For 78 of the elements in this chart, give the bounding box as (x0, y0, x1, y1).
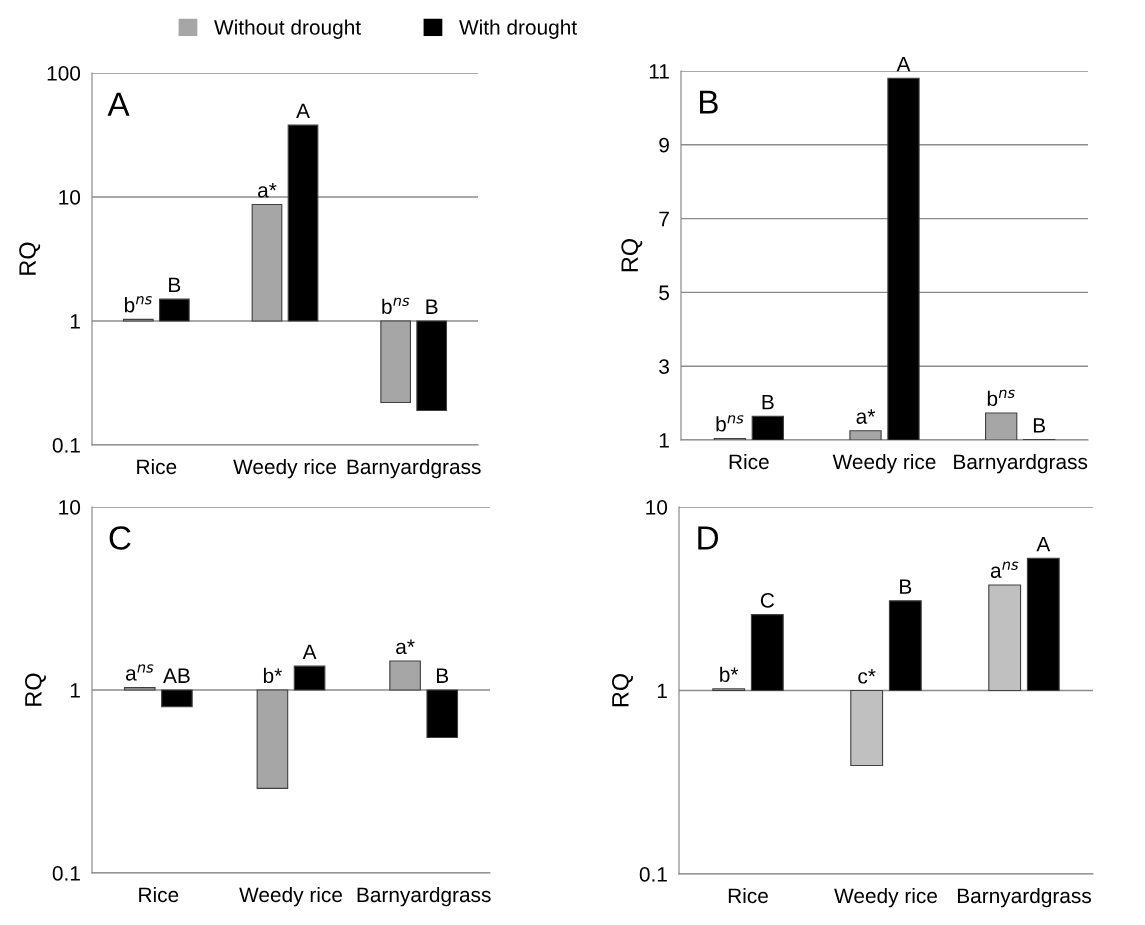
y-tick-label: 7 (659, 211, 669, 227)
data-label: A (296, 103, 310, 119)
y-tick-label: 1 (70, 314, 80, 329)
bar (888, 600, 922, 692)
bar (426, 689, 459, 739)
data-label: c* (858, 669, 876, 684)
data-label: A (302, 644, 317, 660)
data-label: B (426, 299, 438, 314)
bar (850, 689, 884, 767)
bar (750, 614, 784, 692)
bar (123, 687, 156, 691)
legend-label: With drought (459, 19, 577, 39)
bar (988, 584, 1022, 692)
chart-title: A (107, 92, 130, 116)
data-label: b$^{ns}$ (987, 389, 1015, 407)
data-label: AB (163, 668, 190, 683)
chart-title: B (700, 90, 718, 114)
data-label: A (896, 56, 911, 72)
x-tick-label: Barnyardgrass (347, 458, 481, 479)
data-label: a$^{ns}$ (125, 664, 154, 681)
y-tick-label: 5 (659, 285, 670, 301)
data-label: B (1033, 418, 1046, 433)
data-label: B (900, 579, 912, 594)
data-label: b$^{ns}$ (716, 415, 744, 432)
x-tick-label: Weedy rice (233, 458, 336, 479)
chart-title: C (109, 526, 131, 550)
x-tick-label: Rice (139, 886, 179, 903)
y-tick-label: 10 (646, 500, 668, 515)
y-tick-label: 1 (657, 683, 667, 699)
y-tick-label: 1 (70, 683, 80, 698)
data-label: a$^{ns}$ (990, 561, 1019, 578)
chart-title: D (698, 526, 719, 550)
data-label: b$^{ns}$ (124, 296, 152, 313)
y-tick-label: 1 (659, 433, 669, 448)
data-label: b* (263, 667, 282, 684)
y-axis-title: RQ (24, 673, 46, 706)
bar (161, 689, 193, 708)
legend-label: Without drought (214, 19, 361, 39)
bar (287, 124, 319, 322)
y-tick-label: 0.1 (639, 867, 667, 882)
x-tick-label: Barnyardgrass (957, 887, 1091, 908)
data-label: a* (396, 639, 415, 655)
data-label: a* (258, 183, 277, 198)
y-axis-title: RQ (19, 242, 41, 275)
data-label: b* (720, 666, 739, 683)
x-tick-label: Barnyardgrass (954, 453, 1088, 474)
y-axis-title: RQ (621, 238, 643, 272)
bar (1026, 557, 1060, 692)
data-label: B (762, 394, 774, 410)
bar (380, 320, 412, 404)
bar (256, 689, 289, 789)
x-tick-label: Barnyardgrass (357, 886, 491, 907)
y-tick-label: 0.1 (52, 866, 80, 881)
y-tick-label: 10 (59, 190, 81, 205)
bar (389, 660, 421, 691)
y-tick-label: 9 (659, 137, 669, 153)
bar (293, 665, 326, 691)
data-label: B (169, 277, 181, 293)
x-tick-label: Rice (728, 887, 768, 904)
x-tick-label: Weedy rice (832, 453, 936, 474)
data-label: A (1036, 536, 1051, 552)
data-label: a* (856, 409, 876, 424)
y-axis-title: RQ (611, 673, 633, 707)
data-label: B (437, 668, 449, 683)
bar (251, 203, 283, 322)
x-tick-label: Rice (137, 458, 177, 475)
data-label: C (760, 593, 775, 608)
data-label: b$^{ns}$ (382, 297, 410, 314)
y-tick-label: 3 (659, 359, 669, 374)
x-tick-label: Weedy rice (834, 887, 937, 908)
y-tick-label: 11 (649, 64, 669, 79)
bar (158, 298, 190, 322)
y-tick-label: 0.1 (52, 438, 80, 453)
y-tick-label: 10 (59, 500, 81, 515)
x-tick-label: Rice (729, 453, 769, 470)
x-tick-label: Weedy rice (239, 886, 342, 907)
bar (416, 320, 448, 411)
y-tick-label: 100 (47, 66, 81, 81)
